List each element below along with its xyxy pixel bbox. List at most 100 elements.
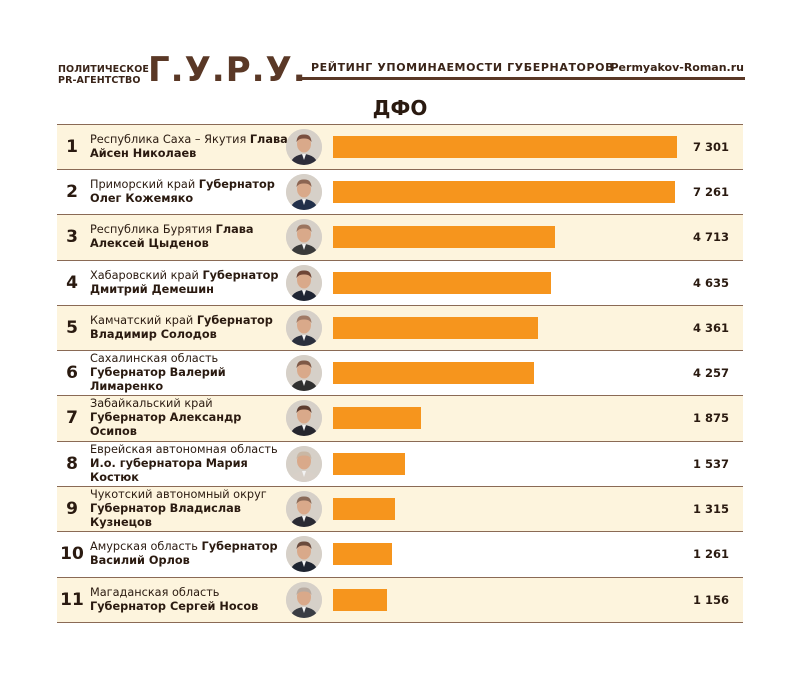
bar (333, 361, 534, 384)
rank-number: 9 (66, 498, 78, 519)
governor-title: Губернатор (90, 501, 167, 515)
governor-avatar (286, 445, 322, 482)
governor-name: Владимир Солодов (90, 327, 217, 341)
governor-description: Забайкальский край Губернатор Александр … (90, 397, 290, 439)
governor-avatar (286, 581, 322, 618)
row-divider (57, 622, 743, 623)
table-row: 11 Магаданская область Губернатор Сергей … (57, 577, 743, 622)
governor-title: Губернатор Василий Орлов (90, 540, 278, 567)
governor-avatar (286, 400, 322, 436)
governor-name: Александр Осипов (90, 411, 242, 438)
table-row: 7 Забайкальский край Губернатор Александр… (57, 395, 743, 441)
value-label: 1 156 (692, 592, 729, 607)
region-name: Камчатский край (90, 313, 194, 327)
region-name: Хабаровский край (90, 268, 199, 282)
row-divider (57, 305, 743, 306)
bar (333, 226, 555, 248)
rank-number: 5 (66, 317, 78, 338)
value-label: 7 261 (692, 184, 729, 199)
region-name: Чукотский автономный округ (90, 487, 267, 501)
bar (333, 452, 405, 475)
governor-description: Магаданская область Губернатор Сергей Но… (90, 586, 290, 614)
governor-avatar (286, 536, 322, 572)
table-row: 6 Сахалинская область Губернатор Валерий … (57, 350, 743, 395)
region-name: Еврейская автономная область (90, 442, 278, 456)
table-row: 9 Чукотский автономный округ Губернатор В… (57, 486, 743, 531)
rank-number: 10 (60, 544, 84, 564)
governor-description: Амурская область Губернатор Василий Орло… (90, 540, 290, 568)
governor-title: Глава Алексей Цыденов (90, 223, 254, 250)
agency-label: ПОЛИТИЧЕСКОЕ PR-АГЕНТСТВО (58, 64, 149, 86)
value-label: 1 315 (692, 501, 729, 516)
row-divider (57, 260, 743, 261)
governor-name: Владислав Кузнецов (90, 501, 241, 529)
rank-number: 7 (66, 408, 78, 428)
governor-description: Еврейская автономная область И.о. губерн… (90, 443, 290, 485)
row-divider (57, 350, 743, 351)
governor-name: Мария Костюк (90, 456, 248, 484)
governor-avatar (286, 354, 322, 391)
table-row: 1 Республика Саха – Якутия Глава Айсен Ни… (57, 124, 743, 169)
governor-avatar (286, 173, 322, 210)
governor-title: Губернатор (202, 268, 279, 282)
value-label: 1 875 (692, 411, 729, 425)
governor-title: Губернатор (196, 313, 273, 327)
row-divider (57, 214, 743, 215)
governor-title: Губернатор (90, 411, 167, 424)
row-divider (57, 531, 743, 532)
governor-title: Губернатор (198, 177, 275, 191)
rank-number: 11 (60, 589, 84, 610)
bar (333, 407, 421, 429)
logo: Г.У.Р.У. (148, 50, 307, 90)
governor-name: Валерий Лимаренко (90, 365, 226, 393)
region-title: ДФО (372, 96, 428, 120)
governor-title: И.о. губернатора (90, 456, 203, 470)
region-name: Забайкальский край (90, 397, 213, 410)
value-label: 4 257 (692, 365, 729, 380)
region-name: Амурская область (90, 540, 198, 553)
governor-avatar (286, 128, 322, 165)
region-name: Магаданская область (90, 585, 220, 599)
bar (333, 588, 387, 611)
governor-description: Сахалинская область Губернатор Валерий Л… (90, 352, 290, 394)
row-divider (57, 486, 743, 487)
rank-number: 4 (66, 272, 78, 293)
bar (333, 497, 395, 520)
rating-subtitle: РЕЙТИНГ УПОМИНАЕМОСТИ ГУБЕРНАТОРОВ (311, 61, 615, 74)
table-row: 5 Камчатский край Губернатор Владимир Сол… (57, 305, 743, 350)
governor-description: Республика Бурятия Глава Алексей Цыденов (90, 223, 290, 251)
governor-description: Камчатский край Губернатор Владимир Соло… (90, 314, 290, 342)
governor-name: Дмитрий Демешин (90, 282, 214, 296)
value-label: 4 713 (692, 230, 729, 244)
governor-avatar (286, 309, 322, 346)
region-name: Приморский край (90, 177, 196, 191)
table-row: 3 Республика Бурятия Глава Алексей Цыдено… (57, 214, 743, 260)
rank-number: 8 (66, 453, 78, 474)
bar (333, 543, 392, 565)
rank-number: 3 (66, 227, 78, 247)
site-link[interactable]: Permyakov-Roman.ru (610, 61, 745, 74)
row-divider (57, 441, 743, 442)
header-rule (302, 77, 745, 80)
value-label: 1 261 (692, 547, 729, 561)
region-name: Республика Бурятия (90, 223, 213, 236)
value-label: 4 361 (692, 320, 729, 335)
row-divider (57, 577, 743, 578)
value-label: 4 635 (692, 275, 729, 290)
agency-label-line2: PR-АГЕНТСТВО (58, 75, 141, 86)
governor-name: Олег Кожемяко (90, 191, 194, 205)
table-row: 4 Хабаровский край Губернатор Дмитрий Дем… (57, 260, 743, 305)
table-row: 10 Амурская область Губернатор Василий Ор… (57, 531, 743, 577)
bar (333, 135, 677, 158)
governor-description: Хабаровский край Губернатор Дмитрий Деме… (90, 269, 290, 297)
table-row: 2 Приморский край Губернатор Олег Кожемяк… (57, 169, 743, 214)
rank-number: 6 (66, 362, 78, 383)
agency-label-line1: ПОЛИТИЧЕСКОЕ (58, 64, 149, 75)
governor-title: Губернатор (90, 365, 167, 379)
region-name: Сахалинская область (90, 351, 219, 365)
table-row: 8 Еврейская автономная область И.о. губер… (57, 441, 743, 486)
governor-description: Республика Саха – Якутия Глава Айсен Ник… (90, 133, 290, 161)
bar (333, 180, 675, 203)
row-divider (57, 395, 743, 396)
row-divider (57, 169, 743, 170)
